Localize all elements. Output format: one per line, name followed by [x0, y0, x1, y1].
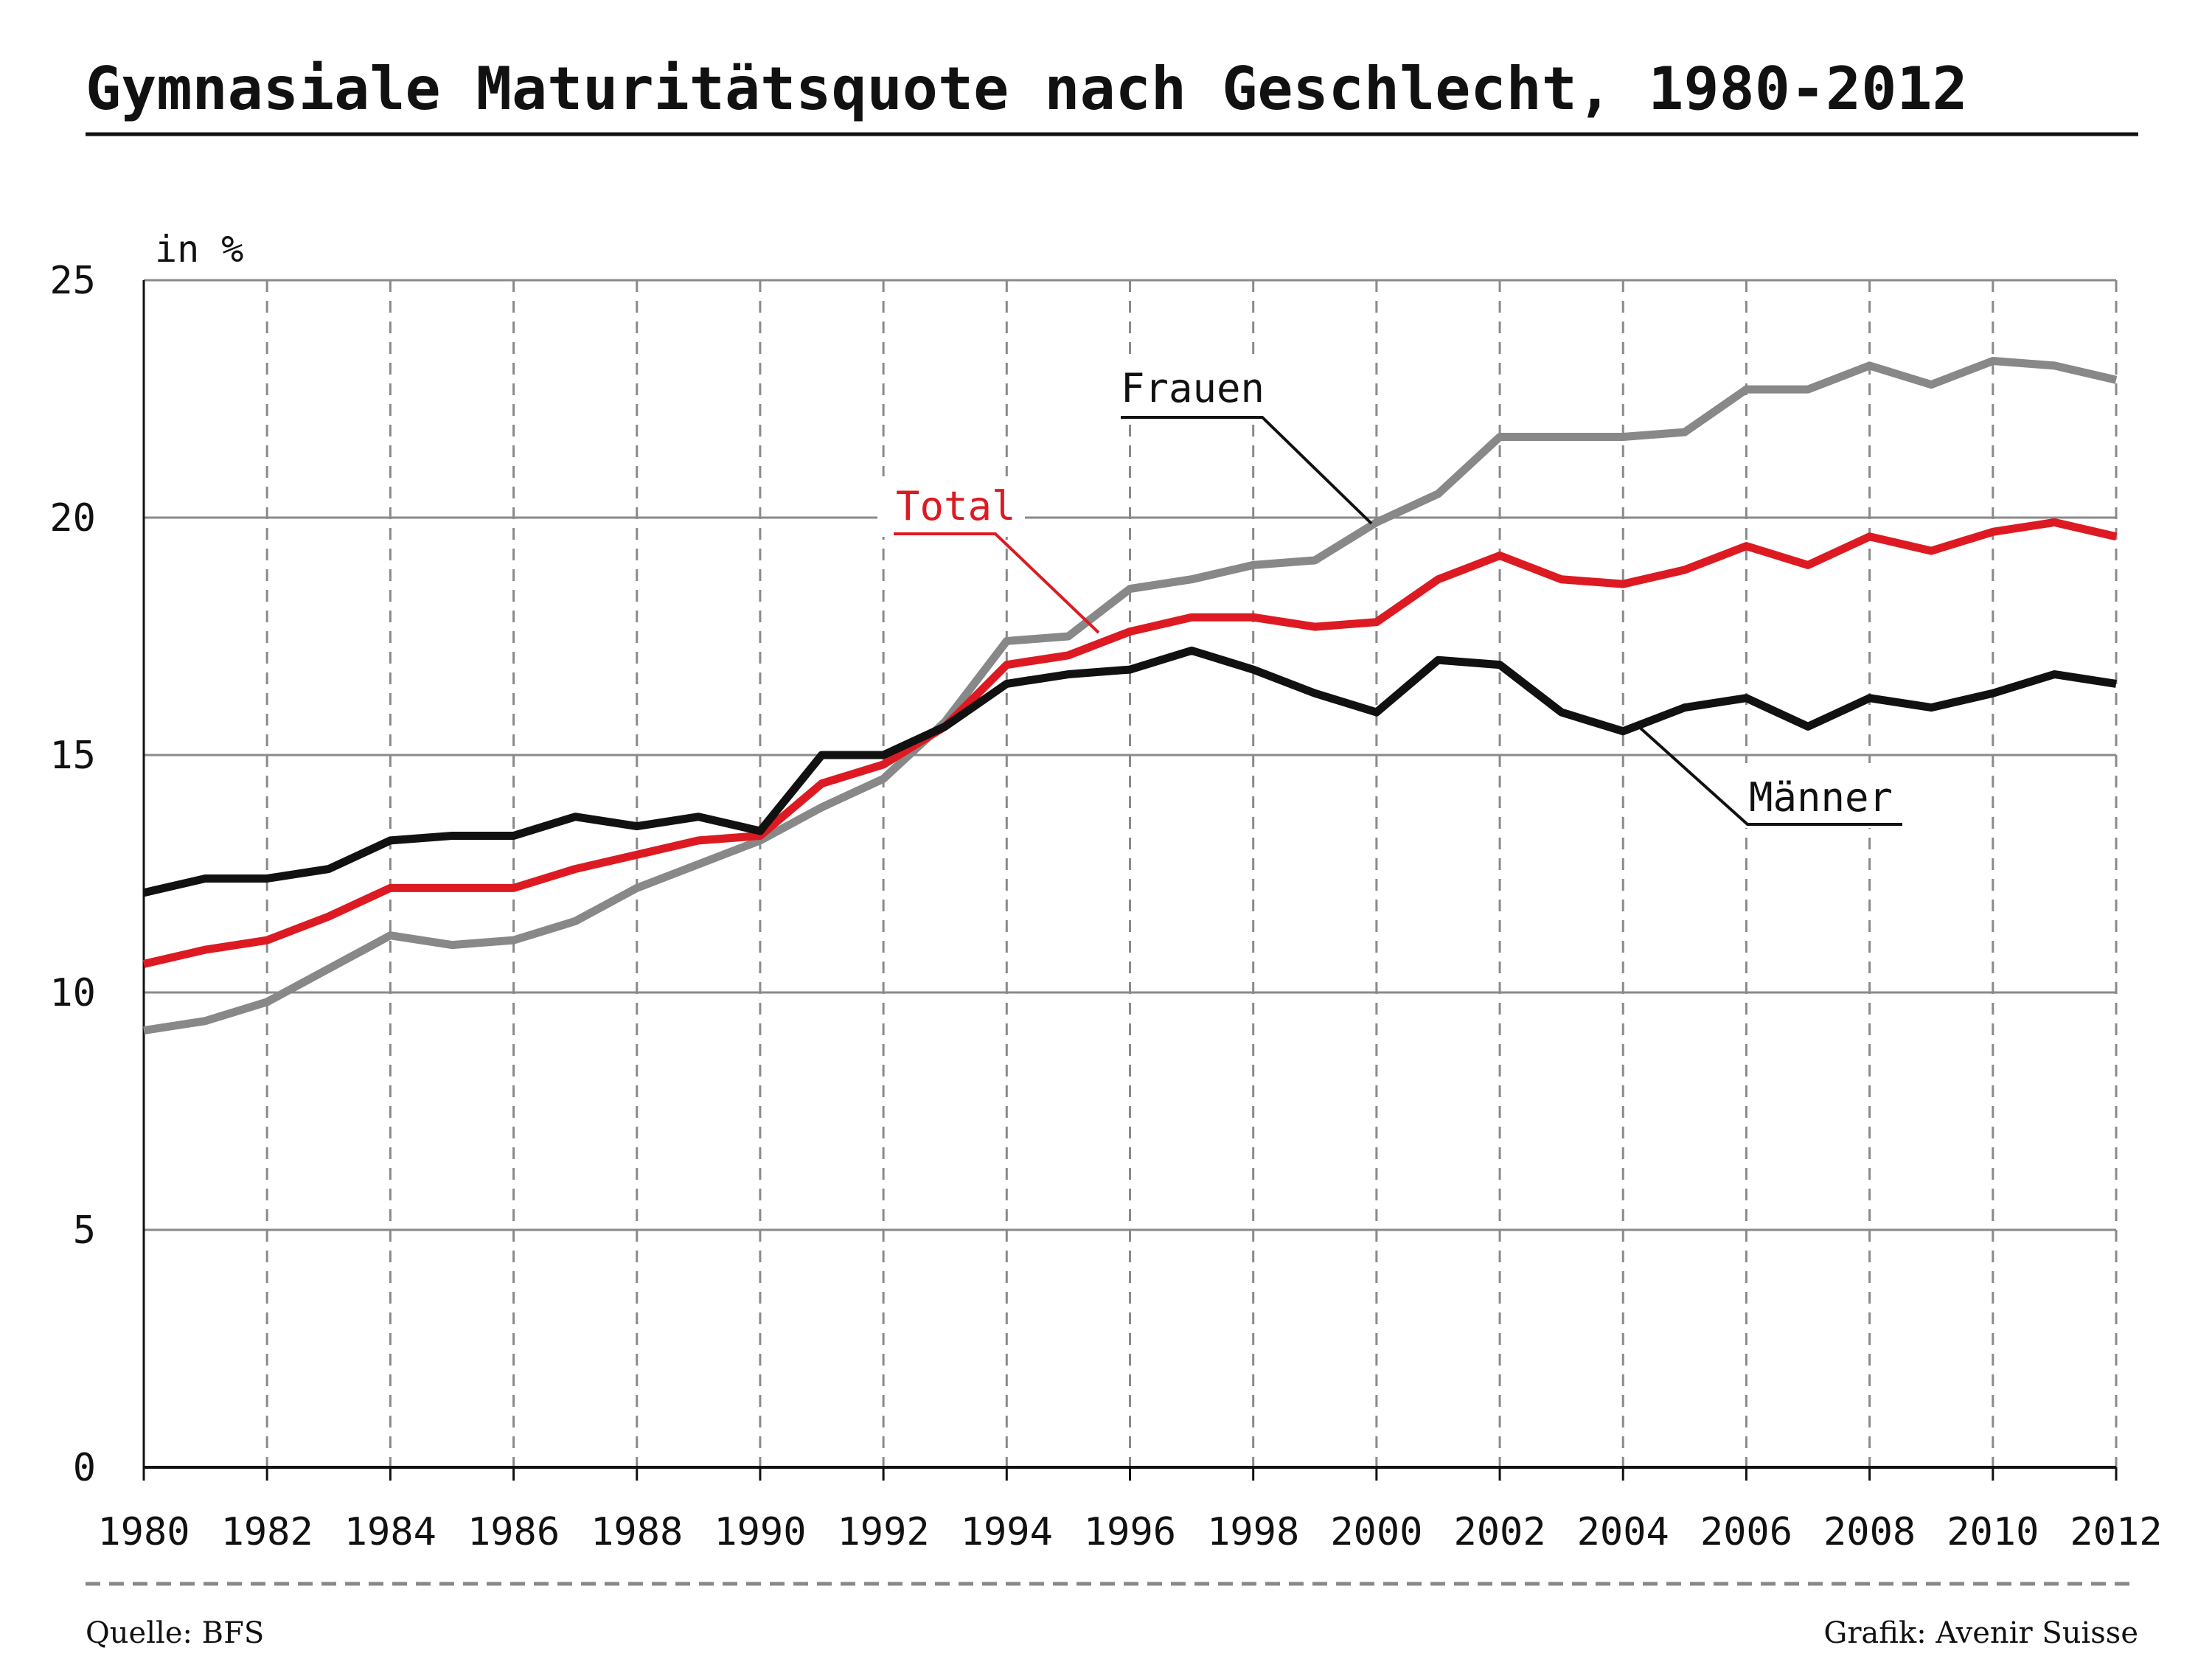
legend-maenner: Männer: [1637, 725, 1902, 828]
x-tick-label: 1986: [467, 1510, 560, 1554]
y-axis-unit-label: in %: [155, 228, 243, 271]
x-tick-label: 1998: [1207, 1510, 1299, 1554]
y-tick-label: 20: [49, 496, 96, 540]
x-tick-label: 2008: [1823, 1510, 1916, 1554]
legend-maenner-leader: [1637, 725, 1902, 826]
legend-maenner-background: [1740, 763, 1895, 828]
x-tick-label: 2010: [1947, 1510, 2039, 1554]
legend-frauen-label: Frauen: [1121, 365, 1265, 411]
legend-maenner-label: Männer: [1749, 774, 1893, 821]
x-tick-label: 2006: [1700, 1510, 1792, 1554]
axes: [142, 280, 2118, 1481]
x-tick-label: 1984: [344, 1510, 437, 1554]
y-tick-label: 10: [49, 971, 96, 1015]
x-tick-label: 1980: [97, 1510, 189, 1554]
grid: [144, 279, 2118, 1467]
x-tick-label: 2004: [1577, 1510, 1669, 1554]
x-tick-label: 1994: [961, 1510, 1053, 1554]
x-tick-label: 2012: [2070, 1510, 2162, 1554]
y-tick-label: 0: [73, 1446, 96, 1490]
y-tick-label: 15: [49, 734, 96, 778]
x-tick-label: 1990: [714, 1510, 806, 1554]
x-tick-label: 2000: [1330, 1510, 1422, 1554]
x-tick-labels: 1980 1982 1984 1986 1988 1990 1992 1994 1996 1998…: [97, 1510, 2162, 1554]
legend-total: Total: [877, 476, 1100, 634]
legend-total-background: [877, 476, 1025, 537]
chart-title: Gymnasiale Maturitätsquote nach Geschlec…: [86, 55, 1968, 123]
x-tick-label: 1996: [1084, 1510, 1176, 1554]
x-tick-label: 2002: [1453, 1510, 1545, 1554]
x-tick-label: 1988: [591, 1510, 683, 1554]
y-tick-label: 25: [49, 259, 96, 303]
legend-total-leader: [894, 532, 1100, 634]
legend-frauen: Frauen: [1110, 360, 1373, 525]
x-tick-label: 1982: [221, 1510, 313, 1554]
series-line-frauen: [143, 356, 2118, 1034]
y-tick-labels: 0 5 10 15 20 25: [49, 259, 96, 1490]
legend-total-label: Total: [896, 483, 1016, 529]
series-line-maenner: [142, 646, 2117, 897]
legend-frauen-background: [1110, 360, 1265, 419]
source-note: Quelle: BFS: [86, 1616, 264, 1650]
y-tick-label: 5: [73, 1208, 96, 1253]
series-line-total: [142, 518, 2118, 968]
x-tick-label: 1992: [838, 1510, 930, 1554]
credit-note: Grafik: Avenir Suisse: [1823, 1616, 2138, 1650]
legend-frauen-leader: [1121, 416, 1373, 525]
series-lines: [142, 356, 2118, 1034]
